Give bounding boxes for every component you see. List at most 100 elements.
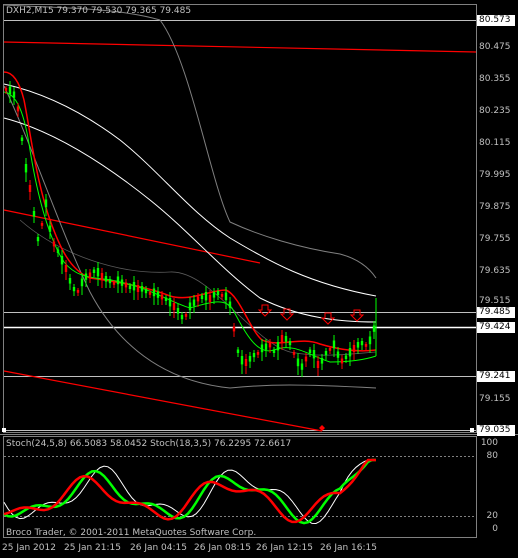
price-label: 79.424 xyxy=(477,322,515,333)
candle-body xyxy=(292,352,296,355)
price-label: 80.475 xyxy=(479,42,511,52)
candle-body xyxy=(84,273,88,280)
indicator-level-20: 20 xyxy=(486,511,498,521)
candle-body xyxy=(216,291,220,296)
candle-body xyxy=(48,225,52,232)
price-label: 79.995 xyxy=(479,170,511,180)
candle-body xyxy=(196,296,200,302)
price-label: 79.035 xyxy=(477,425,515,436)
upper-band xyxy=(3,4,377,279)
candle-body xyxy=(360,341,364,346)
candle-body xyxy=(348,348,352,357)
candle-body xyxy=(180,315,184,320)
candle-body xyxy=(316,361,320,368)
time-label: 25 Jan 21:15 xyxy=(64,543,121,553)
ma-slow xyxy=(3,83,377,297)
candle-body xyxy=(368,336,372,345)
time-label: 25 Jan 2012 xyxy=(2,543,56,553)
candle-body xyxy=(356,342,360,348)
arrow-down-icon[interactable] xyxy=(279,308,295,321)
price-label: 79.635 xyxy=(479,266,511,276)
price-line xyxy=(3,91,377,363)
candle-body xyxy=(200,295,204,299)
candle-body xyxy=(112,282,116,285)
candle-body xyxy=(60,256,64,265)
candle-body xyxy=(52,241,56,247)
candle-body xyxy=(76,290,80,293)
candle-body xyxy=(332,340,336,349)
candle-body xyxy=(340,358,344,364)
candle-body xyxy=(172,303,176,310)
candle-body xyxy=(280,335,284,342)
stoch-red-line xyxy=(3,458,376,524)
price-label: 79.155 xyxy=(479,394,511,404)
arrow-down-icon[interactable] xyxy=(319,425,325,431)
price-label: 79.755 xyxy=(479,234,511,244)
price-label: 80.355 xyxy=(479,74,511,84)
ma-medium xyxy=(3,117,377,323)
candle-body xyxy=(148,292,152,295)
trendline-middle[interactable] xyxy=(3,209,261,264)
candle-body xyxy=(156,291,160,298)
price-label: 79.241 xyxy=(477,371,515,382)
candle-body xyxy=(324,351,328,356)
candle-body xyxy=(28,185,32,192)
line-handle-left[interactable] xyxy=(2,428,6,432)
candle-body xyxy=(244,359,248,366)
candle-body xyxy=(284,336,288,342)
candle-body xyxy=(32,211,36,217)
candle-body xyxy=(268,342,272,348)
indicator-level-80: 80 xyxy=(486,451,498,461)
candle-body xyxy=(296,358,300,367)
candle-body xyxy=(140,286,144,292)
time-label: 26 Jan 16:15 xyxy=(320,543,377,553)
candle-body xyxy=(272,349,276,353)
arrow-down-icon[interactable] xyxy=(320,312,336,325)
lower-band xyxy=(3,85,377,389)
candle-body xyxy=(176,308,180,314)
chart-header: DXH2,M15 79.370 79.530 79.365 79.485 xyxy=(6,6,192,16)
candle-body xyxy=(248,356,252,362)
candle-body xyxy=(144,289,148,294)
candle-body xyxy=(184,314,188,317)
stoch-green-line xyxy=(3,458,376,525)
candle-body xyxy=(116,276,120,285)
time-label: 26 Jan 04:15 xyxy=(130,543,187,553)
candle-body xyxy=(124,282,128,288)
signal-arrows xyxy=(257,304,365,431)
candle-body xyxy=(108,279,112,284)
arrow-down-icon[interactable] xyxy=(257,304,273,317)
trendline-lower[interactable] xyxy=(3,370,323,432)
stochastic-lines xyxy=(3,458,376,525)
price-label: 79.485 xyxy=(477,307,515,318)
candle-body xyxy=(4,88,8,91)
candle-body xyxy=(36,237,40,242)
candle-body xyxy=(208,295,212,302)
trendline-upper[interactable] xyxy=(3,41,477,53)
candle-body xyxy=(44,199,48,208)
candle-body xyxy=(264,343,268,350)
line-handle-right[interactable] xyxy=(470,428,474,432)
time-label: 26 Jan 08:15 xyxy=(194,543,251,553)
price-label: 80.115 xyxy=(479,138,511,148)
indicator-level-0: 0 xyxy=(492,524,498,534)
candle-body xyxy=(224,292,228,301)
candle-body xyxy=(256,352,260,355)
stoch-white-line xyxy=(3,459,376,525)
candle-body xyxy=(364,344,368,347)
candle-body xyxy=(24,164,28,173)
candle-body xyxy=(104,276,108,282)
candle-body xyxy=(352,345,356,352)
candle-body xyxy=(232,326,236,332)
candle-body xyxy=(252,353,256,358)
candle-body xyxy=(40,223,44,226)
candle-body xyxy=(308,349,312,353)
candle-body xyxy=(72,287,76,292)
candle-body xyxy=(100,273,104,280)
arrow-down-icon[interactable] xyxy=(349,309,365,322)
price-label: 79.875 xyxy=(479,202,511,212)
candle-body xyxy=(192,299,196,306)
candle-body xyxy=(12,91,16,98)
